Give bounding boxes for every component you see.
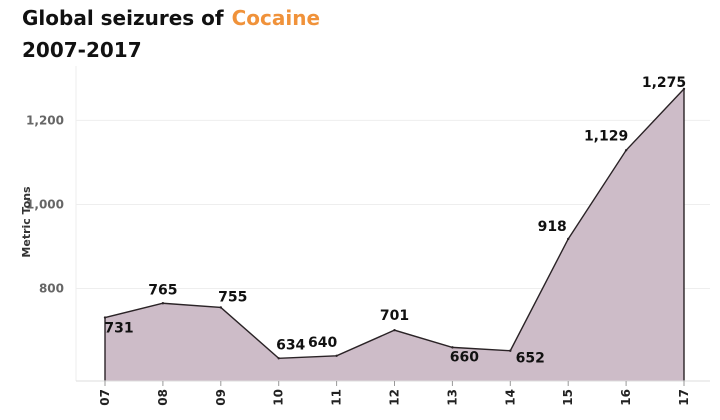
chart-title: Global seizures of Cocaine 2007-2017 bbox=[22, 2, 320, 66]
x-tick-label: 13 bbox=[445, 389, 459, 406]
data-label: 634 bbox=[276, 337, 305, 353]
x-tick-label: 15 bbox=[561, 389, 575, 406]
y-tick-label: 1,000 bbox=[26, 197, 64, 211]
data-label: 755 bbox=[218, 289, 247, 305]
data-point bbox=[277, 357, 280, 360]
data-point bbox=[567, 237, 570, 241]
y-tick-label: 1,200 bbox=[26, 113, 64, 127]
data-point bbox=[624, 149, 628, 152]
data-point bbox=[103, 316, 107, 319]
data-label: 918 bbox=[538, 219, 567, 235]
title-accent: Cocaine bbox=[231, 6, 321, 30]
x-tick-label: 17 bbox=[677, 389, 691, 406]
data-label: 765 bbox=[148, 282, 177, 298]
y-tick-label: 800 bbox=[39, 282, 64, 296]
title-prefix: Global seizures of bbox=[22, 6, 224, 30]
label-layer: 731 765 755 634 640 701 660 652 918 1,129 1,275 bbox=[104, 75, 686, 367]
data-label: 701 bbox=[380, 308, 409, 324]
x-tick-label: 09 bbox=[214, 389, 228, 406]
data-point bbox=[393, 328, 396, 332]
x-tick-label: 08 bbox=[156, 389, 170, 406]
title-subtitle: 2007-2017 bbox=[22, 38, 142, 62]
area-layer bbox=[103, 87, 686, 381]
data-label: 660 bbox=[450, 349, 479, 365]
data-point bbox=[335, 354, 338, 357]
x-tick-label: 14 bbox=[503, 389, 517, 406]
data-label: 652 bbox=[516, 351, 545, 367]
x-tick-label: 11 bbox=[330, 389, 344, 406]
data-label: 731 bbox=[104, 321, 133, 337]
data-point bbox=[451, 346, 454, 349]
data-point bbox=[682, 87, 686, 91]
data-point bbox=[219, 306, 222, 309]
axis-layer: 800 1,000 1,200 07 08 09 10 11 12 13 14 15 16 17 bbox=[26, 66, 710, 406]
data-point bbox=[161, 302, 165, 305]
area-fill bbox=[105, 88, 684, 381]
y-axis-title: Metric Tons bbox=[20, 186, 33, 258]
x-tick-label: 16 bbox=[619, 389, 633, 406]
data-label: 1,275 bbox=[642, 75, 686, 91]
x-tick-label: 12 bbox=[388, 389, 402, 406]
data-point bbox=[509, 349, 512, 352]
data-label: 1,129 bbox=[584, 128, 628, 144]
x-tick-label: 10 bbox=[272, 389, 286, 406]
data-label: 640 bbox=[308, 335, 337, 351]
title-line-1: Global seizures of Cocaine bbox=[22, 2, 320, 34]
x-tick-label: 07 bbox=[98, 389, 112, 406]
